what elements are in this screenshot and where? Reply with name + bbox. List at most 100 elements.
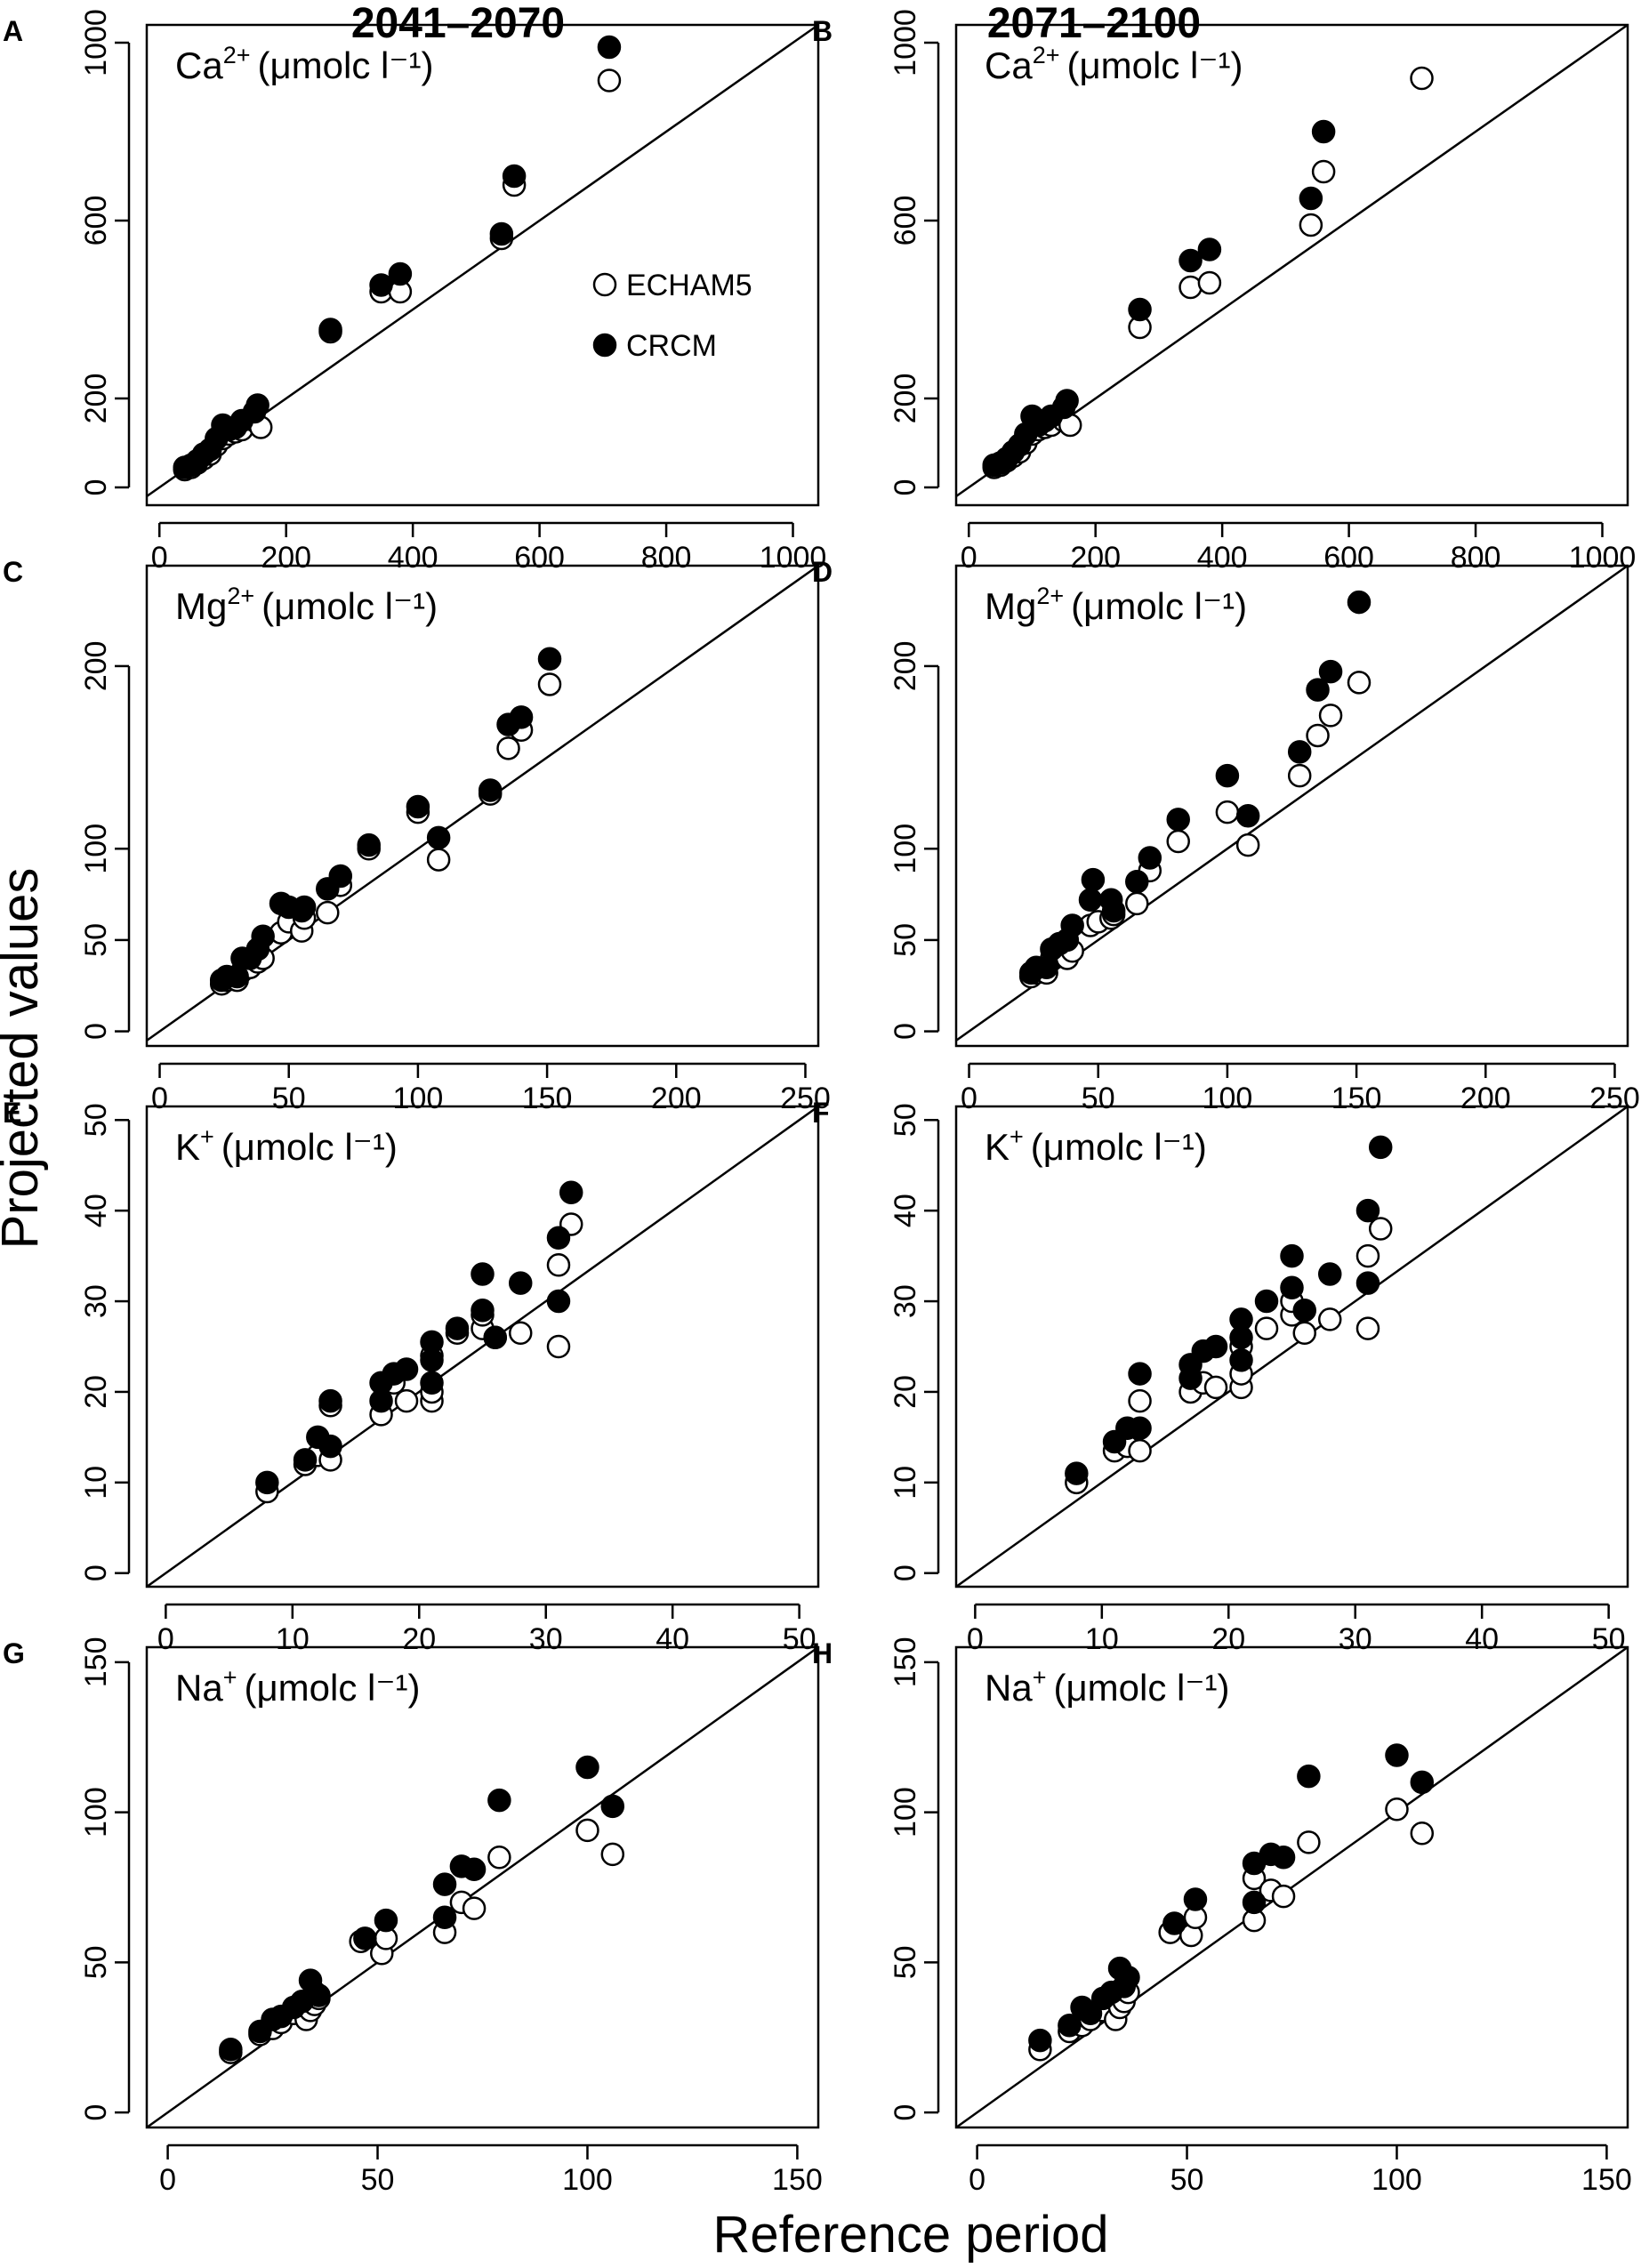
x-tick-label: 200 (651, 1082, 702, 1115)
x-axis: 0 50 100 150 (969, 2143, 1632, 2197)
series-crcm (1065, 1135, 1393, 1485)
crcm-point (502, 164, 527, 189)
x-tick-label: 150 (1581, 2163, 1632, 2197)
x-tick-label: 50 (1082, 1082, 1115, 1115)
crcm-point (255, 1470, 279, 1495)
y-tick-label: 200 (79, 641, 113, 692)
crcm-point (1116, 1966, 1140, 1990)
crcm-point (1166, 808, 1190, 832)
y-tick-label: 1000 (889, 9, 922, 76)
crcm-point (508, 1271, 533, 1295)
ion-unit: (μmolc l⁻¹) (261, 585, 438, 627)
y-tick-label: 50 (889, 1103, 922, 1137)
ion-symbol: Ca (985, 44, 1033, 86)
y-tick-label: 150 (79, 1637, 113, 1688)
x-tick-label: 40 (656, 1622, 689, 1656)
ion-symbol: Na (985, 1667, 1033, 1709)
crcm-point (1178, 248, 1203, 273)
ion-charge: 2+ (223, 42, 251, 68)
y-tick-label: 600 (79, 196, 113, 246)
x-tick-label: 1000 (1569, 541, 1637, 575)
crcm-point (1215, 763, 1240, 788)
x-tick-label: 100 (393, 1082, 444, 1115)
echam5-point (1311, 159, 1336, 184)
crcm-point (388, 261, 413, 286)
crcm-point (462, 1857, 487, 1881)
one-to-one-line (146, 1105, 819, 1588)
crcm-point (328, 864, 353, 889)
crcm-point (1229, 1307, 1253, 1331)
ion-symbol: Na (175, 1667, 223, 1709)
x-tick-label: 30 (529, 1622, 563, 1656)
crcm-point (1254, 1289, 1279, 1314)
echam5-point (600, 1842, 625, 1867)
series-crcm (209, 647, 562, 993)
crcm-point (219, 2038, 243, 2062)
crcm-point (1197, 237, 1222, 261)
crcm-point (394, 1357, 419, 1381)
echam5-point (316, 900, 340, 925)
y-tick-label: 50 (889, 923, 922, 957)
y-tick-label: 0 (79, 1023, 113, 1040)
x-tick-label: 100 (562, 2163, 613, 2197)
plot-frame (145, 564, 820, 1048)
legend-symbol-echam5 (592, 272, 617, 297)
ion-unit: (μmolc l⁻¹) (258, 44, 434, 86)
crcm-point (1280, 1243, 1304, 1268)
y-tick-label: 0 (79, 2104, 113, 2121)
x-tick-label: 0 (969, 2163, 985, 2197)
echam5-point (1385, 1798, 1409, 1822)
echam5-point (1317, 1307, 1342, 1331)
echam5-point (1125, 891, 1149, 916)
x-axis: 0 10 20 30 40 50 (967, 1603, 1626, 1656)
crcm-point (1318, 659, 1343, 684)
y-axis: 0 10 20 30 40 50 (889, 1103, 940, 1581)
panel-letter: F (812, 1097, 830, 1129)
x-tick-label: 800 (1451, 541, 1501, 575)
x-tick-label: 50 (1170, 2163, 1204, 2197)
crcm-point (559, 1180, 583, 1205)
ion-charge: 2+ (1033, 42, 1060, 68)
y-axis: 0 10 20 30 40 50 (79, 1103, 131, 1581)
y-tick-label: 50 (79, 1945, 113, 1979)
echam5-point (597, 68, 622, 92)
y-axis-title: Projected values (0, 868, 49, 1250)
x-axis: 0 200 400 600 800 1000 (961, 521, 1637, 575)
crcm-point (1292, 1298, 1316, 1323)
crcm-point (1311, 119, 1336, 144)
panel-g: G Na+ (μmolc l⁻¹) 0 50 100 150 0 50 100 150 (3, 1637, 823, 2197)
one-to-one-line (955, 1645, 1629, 2129)
x-tick-label: 400 (388, 541, 438, 575)
x-tick-label: 150 (522, 1082, 573, 1115)
crcm-point (1028, 2028, 1052, 2053)
crcm-point (318, 318, 342, 342)
echam5-point (1355, 1316, 1380, 1340)
series-crcm (1028, 1743, 1435, 2053)
echam5-point (508, 1321, 533, 1345)
crcm-point (1271, 1846, 1296, 1870)
y-tick-label: 1000 (79, 9, 113, 76)
y-tick-label: 50 (79, 923, 113, 957)
echam5-point (462, 1896, 487, 1920)
crcm-point (1183, 1887, 1208, 1911)
crcm-point (1128, 297, 1152, 322)
echam5-point (1166, 829, 1190, 854)
x-tick-label: 600 (1323, 541, 1374, 575)
crcm-point (471, 1298, 495, 1323)
ion-charge: 2+ (227, 583, 254, 609)
crcm-point (1078, 2001, 1103, 2025)
crcm-point (1178, 1366, 1203, 1390)
ion-unit: (μmolc l⁻¹) (1031, 1126, 1207, 1168)
y-tick-label: 100 (889, 1787, 922, 1838)
crcm-point (1128, 1416, 1152, 1440)
crcm-point (1055, 389, 1079, 413)
echam5-point (1299, 213, 1323, 237)
crcm-point (600, 1794, 625, 1819)
crcm-point (369, 273, 393, 297)
y-tick-label: 40 (889, 1194, 922, 1227)
echam5-point (496, 736, 520, 760)
crcm-point (1065, 1461, 1089, 1485)
crcm-point (478, 778, 503, 802)
echam5-point (1178, 275, 1203, 300)
